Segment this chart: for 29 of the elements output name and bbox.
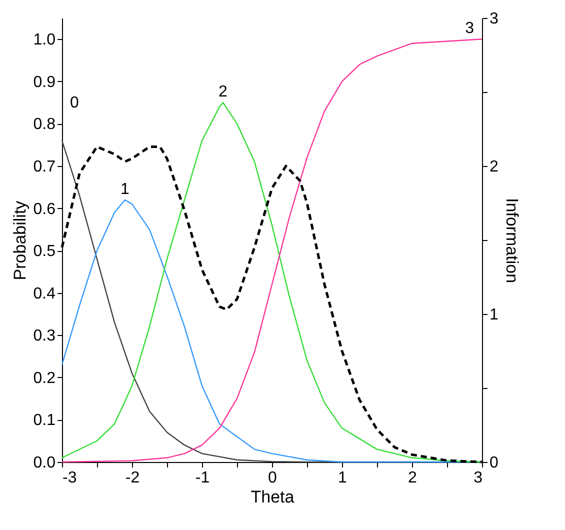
- series-label: 0: [70, 94, 79, 112]
- y-tick-label: 0.0: [33, 454, 56, 472]
- y2-tick-label: 2: [490, 158, 498, 176]
- y-tick-label: 0.4: [33, 285, 56, 302]
- y2-tick-label: 3: [490, 10, 498, 28]
- x-axis-title: Theta: [250, 488, 295, 506]
- series-label: 1: [120, 180, 130, 198]
- y-tick-label: 0.7: [33, 158, 56, 176]
- x-tick-label: -3: [62, 470, 77, 486]
- y-axis-title: Probability: [10, 200, 30, 280]
- x-tick-label: -1: [195, 470, 210, 486]
- series-label: 3: [465, 20, 474, 38]
- y-tick-label: 0.9: [33, 74, 56, 91]
- x-tick-label: 2: [408, 470, 418, 486]
- y-tick-label: 0.8: [33, 116, 56, 134]
- x-tick-label: 3: [474, 470, 483, 486]
- y-tick-label: 0.3: [33, 328, 56, 345]
- y-tick-label: 0.2: [33, 370, 56, 387]
- x-tick-label: 1: [338, 470, 348, 486]
- y2-tick-label: 0: [490, 454, 498, 472]
- y2-axis-title: Information: [502, 198, 522, 284]
- x-tick-label: 0: [268, 470, 278, 486]
- series-label: 2: [218, 84, 228, 101]
- y-tick-label: 0.1: [33, 412, 56, 430]
- y2-tick-label: 1: [490, 306, 498, 324]
- y-tick-label: 0.5: [33, 243, 56, 260]
- x-tick-label: -2: [125, 470, 140, 486]
- y-tick-label: 0.6: [33, 200, 56, 218]
- y-tick-label: 1.0: [33, 32, 56, 49]
